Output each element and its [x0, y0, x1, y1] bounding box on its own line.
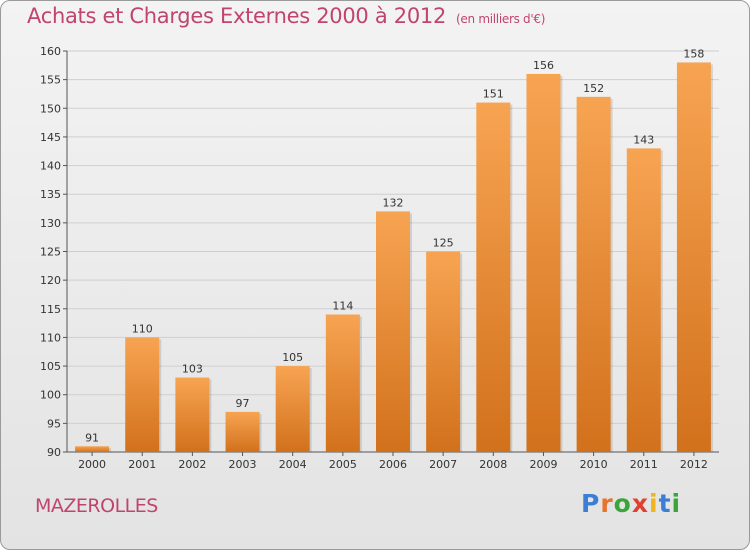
y-tick-label: 160: [40, 45, 61, 58]
x-tick-label: 2011: [630, 458, 658, 471]
y-tick-label: 90: [47, 446, 61, 459]
y-tick-label: 135: [40, 188, 61, 201]
bar-2000: [75, 446, 110, 452]
y-tick-label: 140: [40, 160, 61, 173]
data-label-2008: 151: [483, 88, 504, 101]
x-tick-label: 2012: [680, 458, 708, 471]
x-tick-label: 2010: [580, 458, 608, 471]
data-label-2011: 143: [633, 133, 654, 146]
data-label-2006: 132: [383, 196, 404, 209]
x-tick-label: 2005: [329, 458, 357, 471]
data-label-2001: 110: [132, 322, 153, 335]
x-tick-label: 2002: [178, 458, 206, 471]
bar-2003: [225, 411, 260, 452]
y-tick-label: 155: [40, 74, 61, 87]
data-label-2012: 158: [683, 47, 704, 60]
y-tick-label: 130: [40, 217, 61, 230]
bar-2005: [325, 314, 360, 452]
logo-letter: i: [671, 489, 682, 518]
x-tick-label: 2003: [229, 458, 257, 471]
bar-2006: [376, 211, 410, 452]
bar-2011: [626, 148, 661, 452]
y-tick-label: 125: [40, 246, 61, 259]
logo-letter: i: [649, 489, 659, 518]
logo-letter: o: [613, 489, 632, 518]
chart-title-text: Achats et Charges Externes 2000 à 2012: [27, 4, 447, 28]
data-label-2010: 152: [583, 82, 604, 95]
y-tick-label: 95: [47, 417, 61, 430]
bar-2007: [426, 251, 461, 452]
y-tick-label: 120: [40, 274, 61, 287]
x-tick-label: 2008: [479, 458, 507, 471]
logo-letter: x: [631, 489, 649, 518]
data-label-2007: 125: [433, 237, 454, 250]
bar-2009: [526, 73, 561, 453]
bar-2001: [125, 337, 160, 452]
data-label-2000: 91: [85, 431, 99, 444]
data-label-2003: 97: [236, 397, 250, 410]
chart-title: Achats et Charges Externes 2000 à 2012 (e…: [27, 4, 545, 28]
bar-2002: [175, 377, 210, 452]
bars: [75, 62, 713, 453]
y-tick-label: 150: [40, 102, 61, 115]
data-label-2005: 114: [332, 300, 353, 313]
x-tick-label: 2001: [128, 458, 156, 471]
x-tick-label: 2004: [279, 458, 307, 471]
data-labels: 91 110 103 97 105 114 132 125 151 156 152 143 158: [85, 47, 704, 444]
y-tick-label: 115: [40, 303, 61, 316]
x-tick-label: 2009: [529, 458, 557, 471]
proxiti-logo[interactable]: Proxiti: [581, 489, 681, 518]
bar-2010: [576, 96, 611, 452]
y-tick-label: 145: [40, 131, 61, 144]
data-label-2009: 156: [533, 59, 554, 72]
x-tick-label: 2000: [78, 458, 106, 471]
y-tick-label: 110: [40, 331, 61, 344]
logo-letter: P: [581, 489, 601, 518]
bar-2004: [275, 366, 310, 452]
chart-unit: (en milliers d'€): [456, 12, 546, 26]
bar-2008: [476, 102, 511, 453]
y-tick-label: 100: [40, 389, 61, 402]
x-tick-label: 2007: [429, 458, 457, 471]
logo-letter: t: [658, 489, 672, 518]
data-label-2004: 105: [282, 351, 303, 364]
y-tick-label: 105: [40, 360, 61, 373]
bar-2012: [676, 62, 711, 452]
place-name: MAZEROLLES: [35, 495, 158, 517]
data-label-2002: 103: [182, 363, 203, 376]
x-tick-label: 2006: [379, 458, 407, 471]
logo-letter: r: [600, 489, 614, 518]
